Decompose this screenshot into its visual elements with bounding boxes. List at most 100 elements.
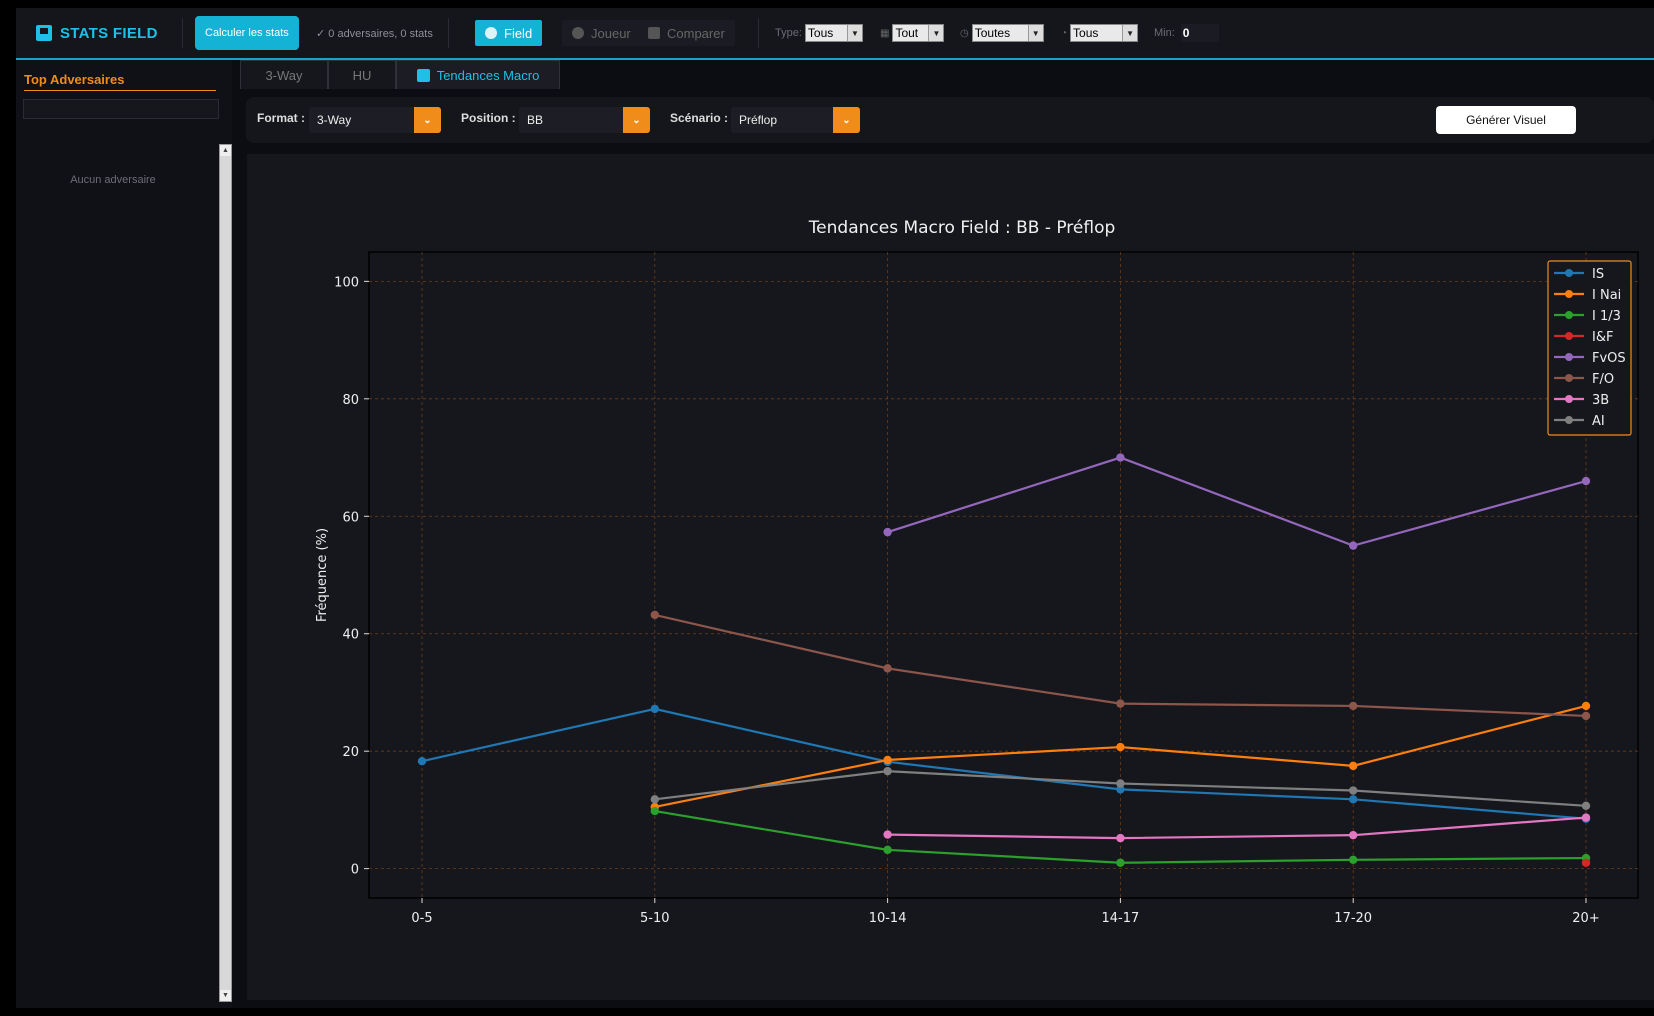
data-point bbox=[883, 755, 892, 765]
legend-label: IS bbox=[1592, 267, 1604, 282]
format-select[interactable]: 3-Way ⌄ bbox=[309, 107, 441, 133]
calendar-icon: ▦ bbox=[880, 27, 890, 39]
data-point bbox=[1349, 830, 1358, 840]
divider bbox=[182, 18, 183, 48]
tab-macro-label: Tendances Macro bbox=[436, 67, 540, 83]
scenario-select[interactable]: Préflop ⌄ bbox=[731, 107, 860, 133]
filter-2-value: Tout bbox=[895, 26, 919, 40]
users-icon bbox=[648, 27, 660, 39]
nav-field-label: Field bbox=[504, 25, 533, 41]
series-i-1-3 bbox=[650, 806, 1591, 867]
grid bbox=[369, 252, 1638, 898]
data-point bbox=[1116, 742, 1125, 752]
x-tick-label: 5-10 bbox=[640, 911, 670, 926]
data-point bbox=[1349, 786, 1358, 795]
format-value: 3-Way bbox=[317, 113, 352, 127]
series-ai bbox=[650, 766, 1591, 810]
globe-icon bbox=[485, 27, 497, 39]
brand: STATS FIELD bbox=[36, 8, 158, 58]
type-select[interactable]: Tous ▼ bbox=[804, 24, 863, 42]
legend-label: I&F bbox=[1592, 330, 1613, 345]
y-axis: 0 20 40 60 80 100 bbox=[334, 275, 369, 878]
nav-joueur-button[interactable]: Joueur bbox=[562, 20, 641, 46]
chart-title: Tendances Macro Field : BB - Préflop bbox=[808, 218, 1116, 238]
data-point bbox=[650, 806, 659, 816]
legend-marker bbox=[1565, 269, 1573, 277]
nav-joueur-label: Joueur bbox=[591, 25, 631, 41]
position-select[interactable]: BB ⌄ bbox=[519, 107, 650, 133]
data-point bbox=[1581, 858, 1591, 867]
series-layer bbox=[417, 453, 1591, 867]
chevron-down-icon: ▼ bbox=[1122, 25, 1138, 41]
data-point bbox=[417, 756, 427, 766]
data-point bbox=[1116, 785, 1125, 794]
filter-type: Type: Tous ▼ bbox=[775, 8, 863, 58]
filter-min-label: Min: bbox=[1154, 27, 1175, 39]
legend-label: AI bbox=[1592, 414, 1605, 429]
filter-3: ◷ Toutes ▼ bbox=[960, 8, 1044, 58]
tab-hu[interactable]: HU bbox=[328, 60, 396, 89]
series-f-o bbox=[650, 610, 1591, 721]
chevron-down-icon: ▼ bbox=[928, 25, 944, 41]
legend-marker bbox=[1565, 416, 1573, 424]
scenario-value: Préflop bbox=[739, 113, 778, 127]
legend-label: I Nai bbox=[1592, 288, 1621, 303]
generate-visual-button[interactable]: Générer Visuel bbox=[1436, 106, 1576, 134]
tab-3way[interactable]: 3-Way bbox=[240, 60, 328, 89]
nav-comparer-label: Comparer bbox=[667, 25, 725, 41]
nav-field-button[interactable]: Field bbox=[475, 20, 543, 46]
position-label: Position : bbox=[461, 111, 516, 125]
x-tick-label: 10-14 bbox=[869, 911, 907, 926]
scroll-up-icon[interactable]: ▲ bbox=[220, 145, 231, 156]
filter-3-value: Toutes bbox=[974, 26, 1011, 40]
top-bar: STATS FIELD Calculer les stats ✓ 0 adver… bbox=[16, 8, 1654, 60]
y-axis-label: Fréquence (%) bbox=[315, 528, 330, 622]
legend-box bbox=[1547, 260, 1632, 436]
data-point bbox=[883, 664, 892, 673]
scroll-down-icon[interactable]: ▼ bbox=[220, 990, 231, 1001]
y-tick-label: 0 bbox=[351, 863, 359, 878]
series-3b bbox=[883, 813, 1591, 843]
filter-3-select[interactable]: Toutes ▼ bbox=[971, 24, 1044, 42]
data-point bbox=[1116, 858, 1125, 867]
sidebar-scrollbar[interactable]: ▲ ▼ bbox=[219, 144, 232, 1002]
y-tick-label: 60 bbox=[342, 510, 359, 525]
compute-stats-button[interactable]: Calculer les stats bbox=[195, 16, 299, 50]
data-point bbox=[883, 527, 892, 537]
filter-4-value: Tous bbox=[1073, 26, 1099, 40]
scenario-label: Scénario : bbox=[670, 111, 729, 125]
filter-4-select[interactable]: Tous ▼ bbox=[1070, 24, 1139, 42]
legend-marker bbox=[1565, 311, 1573, 319]
plot-panel: Tendances Macro Field : BB - Préflop 0 20… bbox=[247, 154, 1654, 1000]
x-tick-label: 0-5 bbox=[411, 911, 432, 926]
data-point bbox=[883, 830, 892, 839]
filter-4: ◔ Tous ▼ bbox=[1061, 8, 1139, 58]
sidebar-search-input[interactable] bbox=[23, 99, 219, 119]
legend: IS I Nai I 1/3 I&F FvOS F/O 3B AI bbox=[1547, 260, 1632, 436]
chevron-down-icon: ▼ bbox=[1027, 25, 1043, 41]
data-point bbox=[1581, 701, 1591, 711]
series-fvos bbox=[883, 453, 1591, 550]
tab-tendances-macro[interactable]: Tendances Macro bbox=[396, 60, 560, 89]
filter-2-select[interactable]: Tout ▼ bbox=[892, 24, 945, 42]
data-point bbox=[1116, 779, 1125, 788]
min-input[interactable]: 0 bbox=[1180, 24, 1219, 42]
legend-label: F/O bbox=[1592, 372, 1614, 387]
series-is bbox=[417, 704, 1591, 823]
series-line bbox=[887, 456, 1587, 547]
nav-comparer-button[interactable]: Comparer bbox=[638, 20, 735, 46]
chevron-down-icon: ▼ bbox=[846, 25, 862, 41]
app-window: STATS FIELD Calculer les stats ✓ 0 adver… bbox=[16, 8, 1654, 1008]
type-select-value: Tous bbox=[807, 26, 834, 40]
format-label: Format : bbox=[257, 111, 305, 125]
plot-area bbox=[368, 251, 1639, 899]
legend-marker bbox=[1565, 332, 1573, 340]
y-tick-label: 20 bbox=[342, 745, 359, 760]
filter-2: ▦ Tout ▼ bbox=[880, 8, 945, 58]
sidebar-empty-text: Aucun adversaire bbox=[70, 174, 156, 186]
data-point bbox=[1581, 476, 1591, 486]
data-point bbox=[1581, 801, 1591, 810]
data-point bbox=[1349, 761, 1358, 771]
x-tick-label: 17-20 bbox=[1334, 911, 1372, 926]
data-point bbox=[1349, 541, 1358, 550]
